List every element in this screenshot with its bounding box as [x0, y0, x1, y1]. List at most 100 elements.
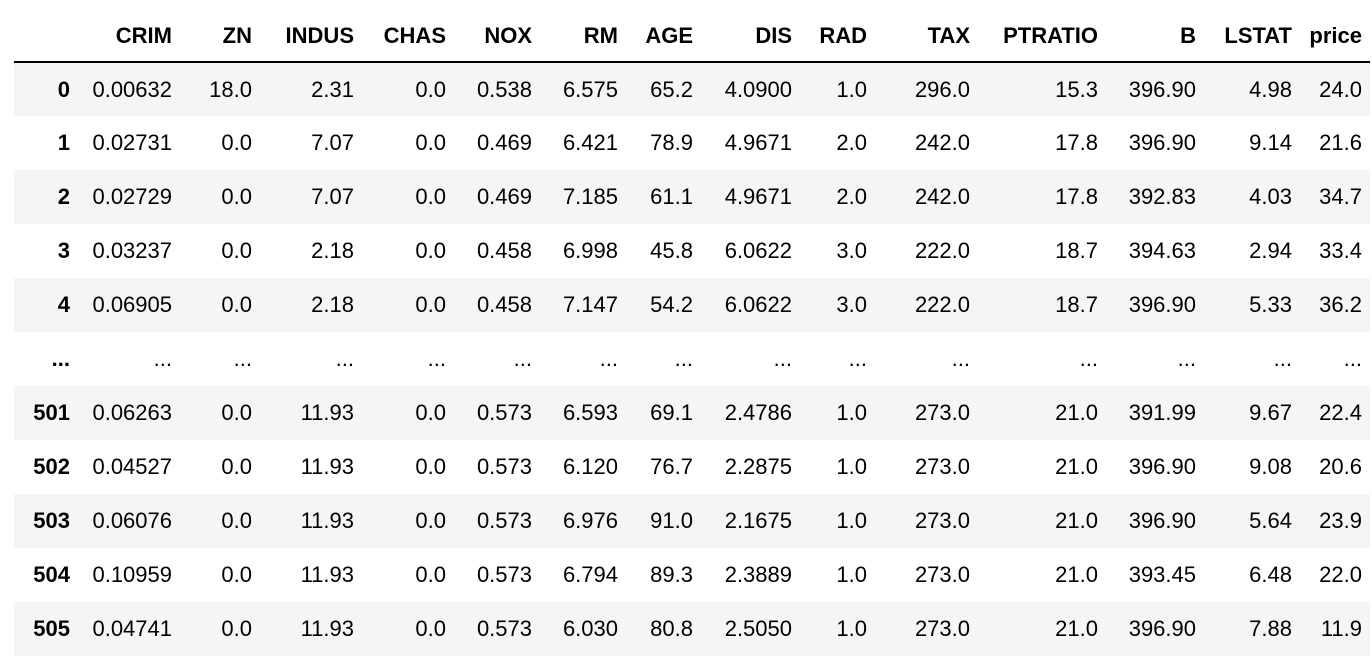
table-cell: 6.48 — [1249, 562, 1292, 587]
table-cell: 11.93 — [300, 508, 354, 533]
table-cell: 45.8 — [650, 238, 693, 263]
table-cell: ... — [951, 346, 970, 371]
table-cell: 7.147 — [562, 292, 618, 317]
table-cell: 0.0 — [221, 130, 252, 155]
table-cell: 33.4 — [1319, 238, 1362, 263]
table-cell: 1.0 — [836, 508, 867, 533]
table-cell: 0.0 — [415, 454, 446, 479]
table-cell: ... — [848, 346, 867, 371]
row-index: 504 — [33, 562, 70, 587]
table-cell: 2.18 — [311, 292, 354, 317]
table-cell: 222.0 — [914, 292, 970, 317]
table-cell: 2.1675 — [724, 508, 792, 533]
table-cell: 6.421 — [562, 130, 618, 155]
table-cell: 24.0 — [1319, 76, 1362, 102]
row-index: 501 — [33, 400, 70, 425]
table-cell: 0.0 — [415, 130, 446, 155]
table-cell: 6.593 — [562, 400, 618, 425]
table-row: 0 0.00632 18.0 2.31 0.0 0.538 6.575 65.2 4.0900 1… — [14, 62, 1370, 116]
table-cell: 65.2 — [650, 76, 693, 102]
table-cell: 15.3 — [1055, 76, 1098, 102]
table-cell: ... — [335, 346, 354, 371]
table-cell: 0.06263 — [92, 400, 172, 425]
table-cell: 394.63 — [1128, 238, 1196, 263]
table-cell: 1.0 — [836, 616, 867, 641]
table-cell: 2.0 — [836, 130, 867, 155]
table-cell: ... — [1273, 346, 1292, 371]
table-cell: 0.0 — [221, 400, 252, 425]
column-header: NOX — [454, 10, 540, 63]
row-index: 0 — [57, 76, 70, 102]
header-row: CRIM ZN INDUS CHAS NOX RM AGE DIS RAD TA… — [14, 10, 1370, 63]
table-cell: 7.07 — [311, 184, 354, 209]
table-cell: 61.1 — [650, 184, 693, 209]
table-row: 501 0.06263 0.0 11.93 0.0 0.573 6.593 69.1 2.478… — [14, 386, 1370, 440]
table-cell: 5.64 — [1249, 508, 1292, 533]
table-cell: ... — [233, 346, 252, 371]
table-cell: 7.185 — [562, 184, 618, 209]
table-cell: 0.04741 — [92, 616, 172, 641]
table-cell: 0.573 — [476, 616, 532, 641]
table-cell: 396.90 — [1128, 508, 1196, 533]
table-cell: 0.0 — [415, 508, 446, 533]
table-cell: ... — [153, 346, 172, 371]
column-header: price — [1300, 10, 1370, 63]
column-header: LSTAT — [1204, 10, 1300, 63]
table-cell: 7.07 — [311, 130, 354, 155]
table-cell: 0.0 — [221, 508, 252, 533]
table-cell: 0.02731 — [92, 130, 172, 155]
table-cell: 2.0 — [836, 184, 867, 209]
table-cell: 11.93 — [300, 400, 354, 425]
table-cell: 4.0900 — [724, 76, 792, 102]
table-cell: 9.67 — [1249, 400, 1292, 425]
table-cell: 0.0 — [221, 238, 252, 263]
table-cell: 396.90 — [1128, 292, 1196, 317]
table-cell: 1.0 — [836, 562, 867, 587]
table-cell: 396.90 — [1128, 454, 1196, 479]
column-header: CHAS — [362, 10, 454, 63]
table-cell: 21.0 — [1055, 400, 1098, 425]
table-cell: 0.04527 — [92, 454, 172, 479]
table-cell: 36.2 — [1319, 292, 1362, 317]
table-cell: 0.0 — [415, 616, 446, 641]
table-cell: ... — [1343, 346, 1362, 371]
table-cell: 21.0 — [1055, 454, 1098, 479]
table-cell: 242.0 — [914, 184, 970, 209]
table-cell: 6.976 — [562, 508, 618, 533]
table-cell: 0.0 — [415, 292, 446, 317]
table-cell: 0.0 — [221, 184, 252, 209]
table-header: CRIM ZN INDUS CHAS NOX RM AGE DIS RAD TA… — [14, 10, 1370, 63]
row-index: 3 — [57, 238, 70, 263]
table-row: 1 0.02731 0.0 7.07 0.0 0.469 6.421 78.9 4.9671 2.… — [14, 116, 1370, 170]
table-cell: 6.0622 — [724, 292, 792, 317]
column-header: DIS — [701, 10, 800, 63]
table-cell: 0.538 — [476, 76, 532, 102]
table-cell: 0.573 — [476, 562, 532, 587]
column-header: ZN — [180, 10, 260, 63]
table-cell: 222.0 — [914, 238, 970, 263]
column-header: AGE — [626, 10, 701, 63]
table-cell: 0.0 — [221, 454, 252, 479]
table-cell: 89.3 — [650, 562, 693, 587]
column-header: CRIM — [78, 10, 180, 63]
table-cell: 0.573 — [476, 454, 532, 479]
table-cell: ... — [674, 346, 693, 371]
table-cell: 91.0 — [650, 508, 693, 533]
table-cell: 80.8 — [650, 616, 693, 641]
table-cell: 0.0 — [221, 616, 252, 641]
table-cell: ... — [1177, 346, 1196, 371]
table-row: 4 0.06905 0.0 2.18 0.0 0.458 7.147 54.2 6.0622 3.… — [14, 278, 1370, 332]
table-cell: ... — [427, 346, 446, 371]
table-cell: 392.83 — [1128, 184, 1196, 209]
table-cell: 21.0 — [1055, 562, 1098, 587]
row-index: 503 — [33, 508, 70, 533]
table-cell: 2.94 — [1249, 238, 1292, 263]
row-index: 4 — [57, 292, 70, 317]
table-row: 503 0.06076 0.0 11.93 0.0 0.573 6.976 91.0 2.167… — [14, 494, 1370, 548]
table-cell: 0.573 — [476, 400, 532, 425]
row-index: ... — [51, 346, 70, 371]
table-cell: 393.45 — [1128, 562, 1196, 587]
column-header: PTRATIO — [978, 10, 1106, 63]
table-cell: 2.18 — [311, 238, 354, 263]
table-cell: 2.5050 — [724, 616, 792, 641]
